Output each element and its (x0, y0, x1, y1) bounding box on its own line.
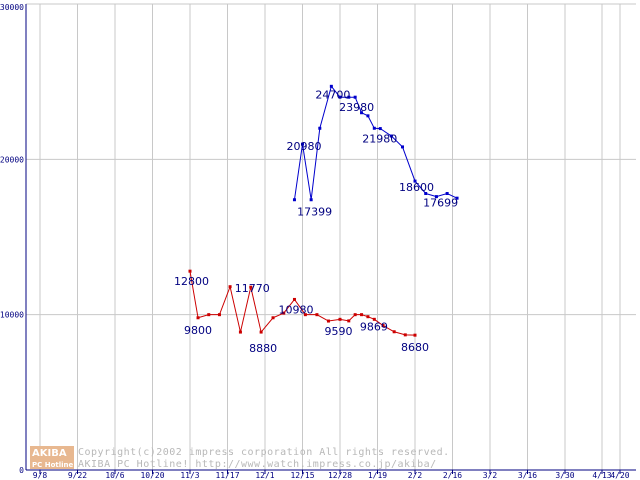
data-label: 8680 (401, 341, 429, 354)
data-point (401, 145, 404, 149)
data-point (381, 324, 385, 328)
data-point (196, 316, 200, 320)
x-tick-label: 2/16 (443, 471, 462, 480)
data-label: 8880 (249, 342, 277, 355)
data-point (303, 313, 307, 317)
data-point (238, 330, 242, 334)
data-label: 9800 (184, 324, 212, 337)
data-point (445, 192, 449, 196)
data-label: 11770 (235, 282, 270, 295)
data-point (366, 114, 370, 118)
data-label: 9869 (360, 321, 388, 334)
data-point (309, 198, 313, 202)
data-point (347, 319, 351, 323)
x-tick-label: 3/16 (518, 471, 537, 480)
data-point (318, 126, 322, 130)
data-point (434, 195, 438, 199)
data-point (403, 333, 407, 337)
data-point (360, 111, 364, 115)
data-point (413, 179, 417, 183)
data-label: 18600 (399, 181, 434, 194)
x-tick-label: 11/17 (215, 471, 239, 480)
data-label: 20980 (287, 140, 322, 153)
data-point (413, 333, 417, 337)
y-tick-label: 0 (19, 466, 24, 475)
x-tick-label: 12/1 (255, 471, 274, 480)
x-tick-label: 9/22 (68, 471, 87, 480)
data-label: 9590 (324, 325, 352, 338)
y-tick-label: 10000 (0, 311, 24, 320)
data-point (315, 313, 319, 317)
x-tick-label: 1/19 (368, 471, 387, 480)
copyright-line: Copyright(c)2002 impress corporation All… (78, 447, 450, 458)
data-point (292, 198, 296, 202)
data-point (366, 315, 370, 319)
data-point (347, 95, 351, 99)
data-point (338, 317, 342, 321)
x-tick-label: 2/2 (408, 471, 423, 480)
x-tick-label: 12/28 (328, 471, 352, 480)
data-point (301, 142, 304, 146)
y-tick-label: 20000 (0, 155, 24, 164)
data-label: 10980 (278, 303, 313, 316)
data-point (378, 127, 382, 131)
x-tick-label: 10/6 (105, 471, 124, 480)
x-tick-label: 3/30 (555, 471, 574, 480)
x-tick-label: 4/13 (592, 471, 611, 480)
x-tick-label: 10/20 (140, 471, 164, 480)
url-line: AKIBA PC Hotline! http://www.watch.impre… (78, 459, 437, 470)
data-point (353, 95, 357, 99)
grid (26, 3, 636, 470)
akiba-logo: AKIBA PC Hotline (30, 446, 74, 469)
data-point (372, 317, 376, 321)
data-label: 12800 (174, 275, 209, 288)
axes (25, 4, 636, 474)
data-point (326, 319, 330, 323)
data-point (259, 330, 263, 334)
data-point (207, 313, 211, 317)
data-point (329, 84, 333, 88)
x-tick-label: 3/2 (483, 471, 498, 480)
data-point (217, 313, 221, 317)
x-tick-labels: 9/8 9/22 10/6 10/20 11/3 11/17 12/1 12/15 12/28 1… (33, 471, 630, 480)
logo-line1: AKIBA (32, 448, 67, 459)
data-label: 24700 (315, 88, 350, 101)
data-point (228, 285, 232, 289)
x-tick-label: 11/3 (180, 471, 199, 480)
data-point (389, 134, 393, 138)
data-point (188, 269, 192, 273)
series-markers (188, 84, 459, 337)
x-tick-label: 4/20 (610, 471, 629, 480)
x-tick-label: 12/15 (290, 471, 314, 480)
logo-line2: PC Hotline (32, 461, 74, 469)
x-tick-label: 9/8 (33, 471, 48, 480)
data-point (360, 313, 364, 317)
data-point (372, 126, 376, 130)
data-point (282, 311, 286, 315)
y-tick-label: 30000 (0, 3, 24, 12)
data-point (338, 95, 342, 99)
data-point (353, 313, 357, 317)
data-point (392, 330, 396, 334)
y-tick-labels: 0 10000 20000 30000 (0, 3, 24, 475)
data-point (292, 297, 296, 301)
data-point (424, 192, 428, 196)
data-label: 17699 (423, 197, 458, 210)
data-label: 17399 (297, 206, 332, 219)
data-point (455, 196, 459, 200)
data-point (271, 316, 275, 320)
data-label: 23980 (339, 101, 374, 114)
data-point (249, 285, 253, 289)
data-label: 21980 (362, 133, 397, 146)
